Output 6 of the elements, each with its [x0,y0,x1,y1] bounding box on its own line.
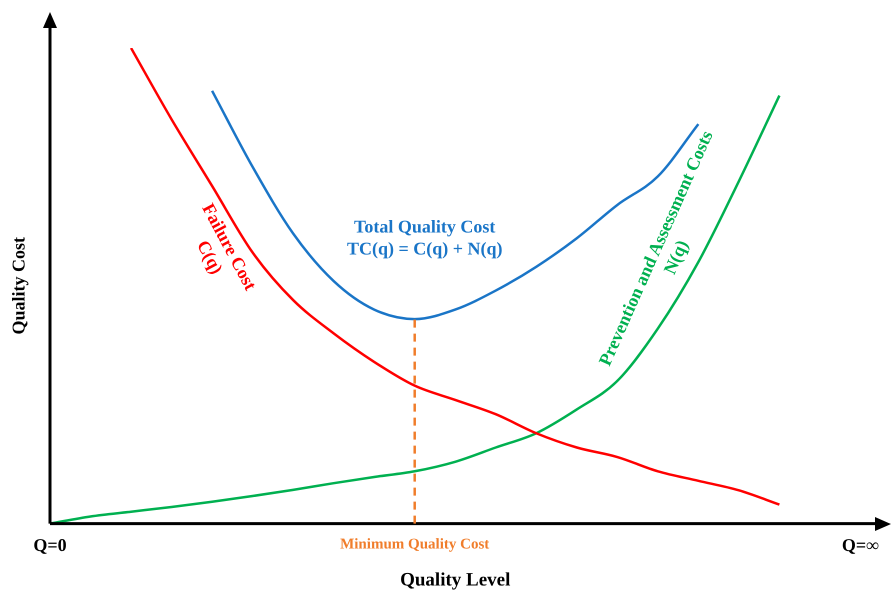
x-tick-label: Q=0 [33,535,67,556]
y-axis-title: Quality Cost [8,237,29,335]
x-tick-label: Q=∞ [842,535,880,556]
x-axis-title: Quality Level [400,570,510,591]
series-label: Total Quality Cost TC(q) = C(q) + N(q) [346,216,502,259]
x-tick-label: Minimum Quality Cost [340,536,490,552]
